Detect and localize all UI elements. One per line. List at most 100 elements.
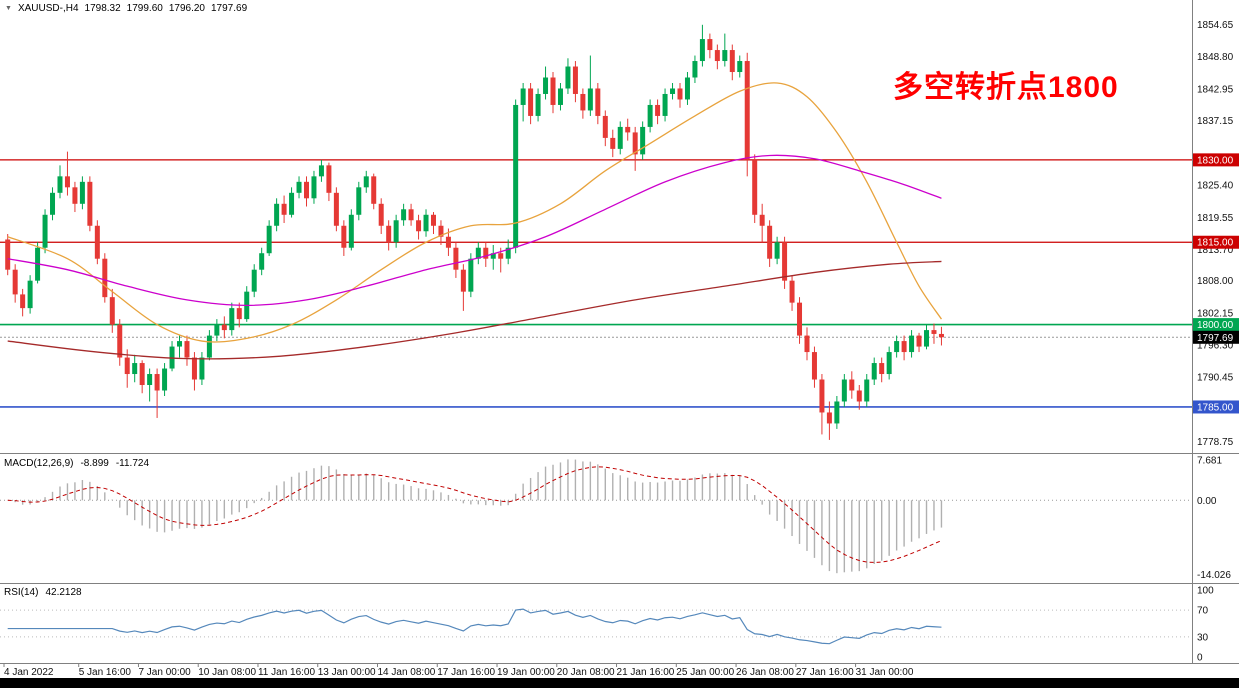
price-axis-label: 1790.45 [1197, 373, 1234, 384]
candle-body [12, 269, 18, 295]
candle-body [356, 187, 362, 215]
candle-body [595, 88, 601, 116]
candle-body [281, 203, 287, 215]
macd-scale-label: 7.681 [1197, 455, 1222, 466]
price-axis-label: 1802.15 [1197, 308, 1234, 319]
candle-body [759, 214, 765, 226]
candle-body [184, 341, 190, 358]
candle-body [580, 93, 586, 111]
current-price-tag [1193, 330, 1239, 344]
time-axis-label: 7 Jan 00:00 [138, 667, 191, 678]
candle-body [617, 126, 623, 149]
candle-body [572, 66, 578, 94]
candle-body [931, 330, 937, 334]
candle-body [401, 209, 407, 221]
price-axis-label: 1819.55 [1197, 213, 1234, 224]
candle-body [27, 280, 33, 309]
time-axis-label: 13 Jan 00:00 [318, 667, 376, 678]
candle-body [744, 61, 750, 160]
candle-body [924, 330, 930, 347]
candle-body [684, 77, 690, 100]
candle-body [692, 61, 698, 78]
candle-body [326, 165, 332, 193]
candle-body [42, 214, 48, 248]
candle-body [490, 253, 496, 259]
price-axis-label: 1837.15 [1197, 116, 1234, 127]
candle-body [139, 363, 145, 386]
time-axis-label: 10 Jan 08:00 [198, 667, 256, 678]
price-axis-label: 1808.00 [1197, 276, 1234, 287]
candle-body [483, 247, 489, 259]
time-axis-label: 4 Jan 2022 [4, 667, 54, 678]
price-level-tag [1193, 318, 1239, 332]
candle-body [94, 225, 100, 259]
rsi-scale-label: 0 [1197, 653, 1203, 664]
candle-body [214, 324, 220, 336]
time-axis-label: 25 Jan 00:00 [676, 667, 734, 678]
candle-body [386, 225, 392, 243]
candle-body [714, 50, 720, 62]
price-level-tag [1193, 153, 1239, 167]
candle-body [811, 352, 817, 380]
time-axis-label: 31 Jan 00:00 [856, 667, 914, 678]
candle-body [782, 242, 788, 281]
candle-body [199, 357, 205, 380]
candle-body [251, 269, 257, 292]
candle-body [879, 363, 885, 375]
candle-body [894, 341, 900, 353]
candle-body [774, 242, 780, 259]
candle-body [797, 302, 803, 336]
candle-body [274, 203, 280, 226]
ma-slow-darkred [7, 260, 942, 360]
candle-body [535, 93, 541, 116]
candle-body [408, 209, 414, 221]
candle-body [266, 225, 272, 254]
ma-fast-orange [7, 82, 942, 343]
candle-body [655, 104, 661, 116]
candle-body [557, 88, 563, 105]
candle-body [819, 379, 825, 413]
candle-body [804, 335, 810, 353]
price-level-tag-label: 1785.00 [1197, 402, 1234, 413]
candle-body [513, 104, 519, 248]
candle-body [416, 220, 422, 232]
current-price-tag-label: 1797.69 [1197, 333, 1234, 344]
candle-body [543, 77, 549, 94]
candle-body [348, 214, 354, 248]
candle-body [191, 357, 197, 380]
candle-body [752, 159, 758, 215]
candle-body [177, 341, 183, 347]
candle-body [625, 126, 631, 133]
candle-body [520, 88, 526, 105]
macd-scale-label: 0.00 [1197, 496, 1217, 507]
candle-body [221, 324, 227, 331]
candle-body [647, 104, 653, 127]
candle-body [124, 357, 130, 375]
candle-body [826, 412, 832, 424]
candle-body [393, 220, 399, 243]
candle-body [901, 341, 907, 353]
candle-body [699, 39, 705, 62]
rsi-scale-label: 100 [1197, 586, 1214, 597]
candle-body [289, 192, 295, 215]
candle-body [296, 181, 302, 193]
candle-body [610, 137, 616, 149]
time-axis-label: 26 Jan 08:00 [736, 667, 794, 678]
time-axis-label: 11 Jan 16:00 [258, 667, 316, 678]
candle-body [333, 192, 339, 226]
time-axis-label: 21 Jan 16:00 [617, 667, 675, 678]
candle-body [229, 308, 235, 331]
candle-body [602, 115, 608, 138]
price-axis-label: 1842.95 [1197, 84, 1234, 95]
candle-body [737, 61, 743, 73]
candle-body [789, 280, 795, 303]
candle-body [856, 390, 862, 402]
taskbar [0, 678, 1239, 688]
time-axis-label: 19 Jan 00:00 [497, 667, 555, 678]
price-level-tag-label: 1800.00 [1197, 320, 1234, 331]
price-level-tag-label: 1830.00 [1197, 155, 1234, 166]
candle-body [423, 214, 429, 232]
price-level-tag [1193, 235, 1239, 249]
candle-body [722, 50, 728, 62]
